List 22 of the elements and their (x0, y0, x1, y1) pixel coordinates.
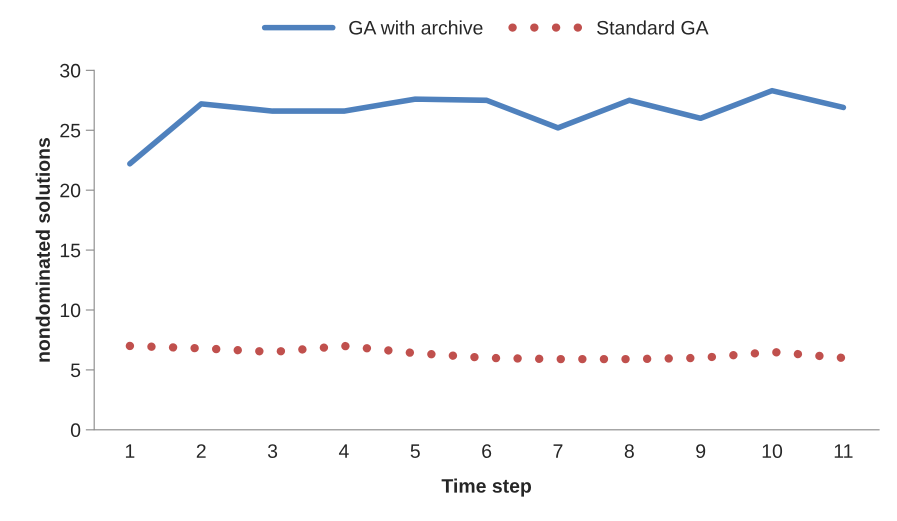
x-axis-title: Time step (442, 478, 532, 497)
y-tick-label: 30 (60, 64, 80, 78)
x-tick-label: 11 (834, 444, 853, 458)
legend-label: Standard GA (597, 20, 709, 35)
x-tick-label: 2 (196, 444, 206, 458)
y-tick-label: 0 (70, 423, 80, 438)
x-tick-label: 4 (338, 444, 349, 458)
y-tick-label: 20 (60, 184, 80, 198)
x-tick-label: 3 (268, 444, 278, 458)
y-tick-label: 25 (60, 124, 80, 138)
y-tick-label: 15 (60, 244, 80, 258)
x-tick-label: 8 (624, 444, 634, 458)
y-tick-label: 5 (70, 364, 80, 378)
x-tick-label: 6 (482, 444, 492, 458)
y-tick-label: 10 (60, 303, 80, 318)
x-tick-label: 7 (554, 444, 562, 458)
y-axis-title: nondominated solutions (36, 138, 50, 362)
legend-label: GA with archive (349, 20, 483, 35)
x-tick-label: 1 (126, 444, 134, 458)
x-tick-label: 5 (410, 444, 420, 458)
x-tick-label: 10 (762, 444, 782, 458)
x-tick-label: 9 (696, 444, 706, 458)
